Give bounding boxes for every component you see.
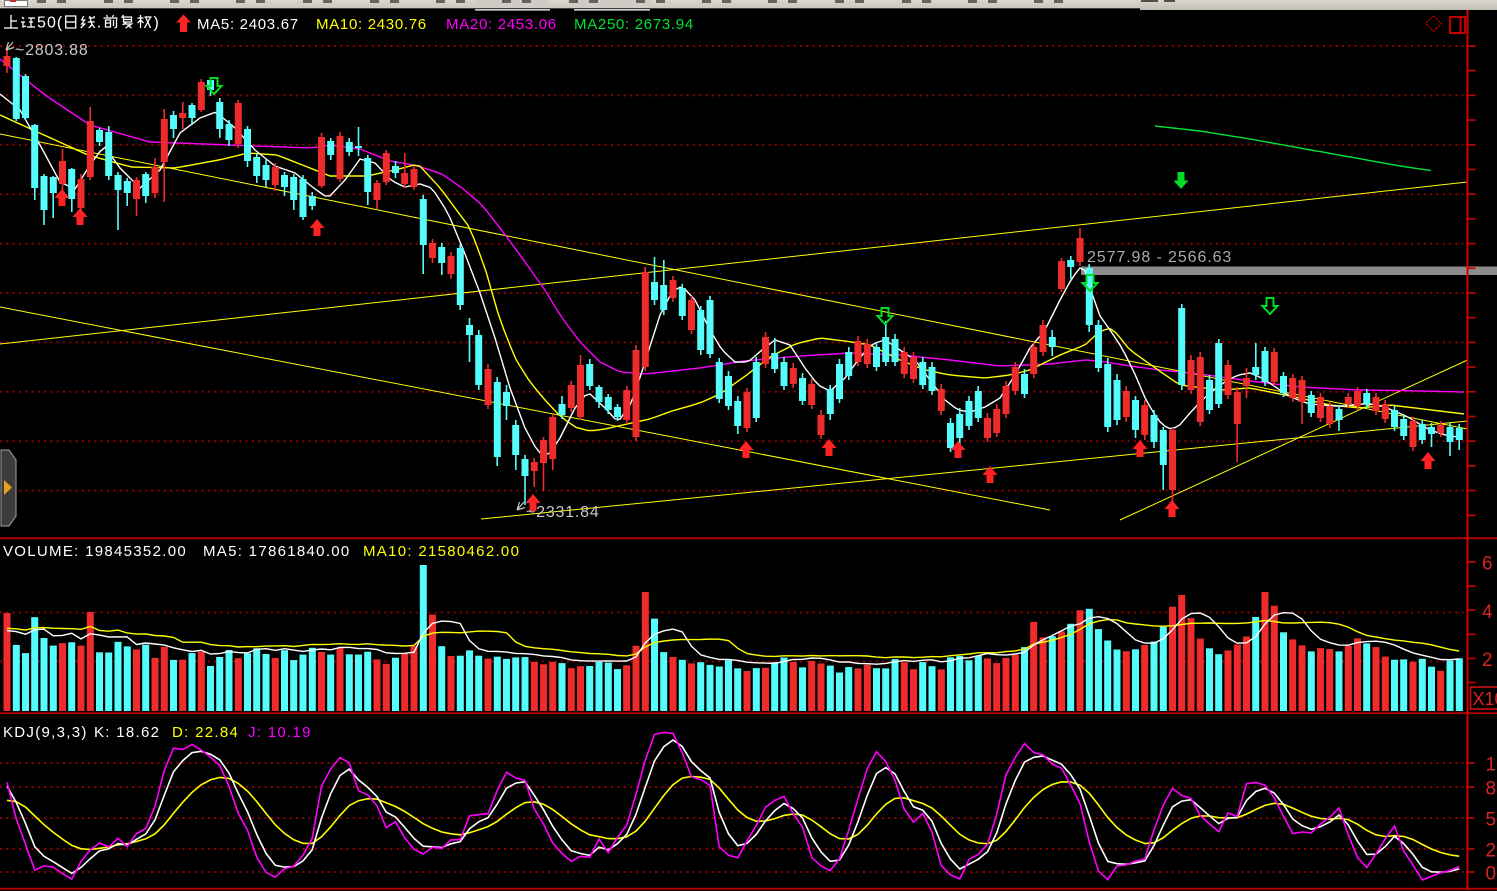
svg-text:0: 0 [47,15,56,32]
svg-text:MA5: 2403.67: MA5: 2403.67 [197,16,299,33]
svg-text:20: 20 [1486,841,1497,862]
svg-text:MA10: 21580462.00: MA10: 21580462.00 [363,543,520,560]
svg-text:(: ( [57,15,63,32]
svg-text:MA250: 2673.94: MA250: 2673.94 [574,16,694,33]
svg-text:): ) [154,15,159,32]
svg-text:50: 50 [1486,810,1497,831]
svg-text:4: 4 [1482,602,1493,623]
svg-text:6: 6 [1482,554,1493,575]
svg-text:.: . [97,15,101,32]
svg-text:2577.98 - 2566.63: 2577.98 - 2566.63 [1087,249,1232,266]
svg-text:MA10: 2430.76: MA10: 2430.76 [316,16,427,33]
svg-text:X10000: X10000 [1473,689,1497,709]
svg-text:VOLUME: 19845352.00: VOLUME: 19845352.00 [3,543,187,560]
svg-text:MA20: 2453.06: MA20: 2453.06 [446,16,557,33]
svg-text:5: 5 [37,15,46,32]
svg-text:2: 2 [1482,650,1493,671]
svg-text:~2331.84: ~2331.84 [526,504,600,521]
svg-text:K: 18.62: K: 18.62 [94,724,160,741]
svg-text:J: 10.19: J: 10.19 [248,724,312,741]
svg-text:D: 22.84: D: 22.84 [172,724,239,741]
svg-text:0: 0 [1486,864,1497,885]
svg-text:KDJ(9,3,3): KDJ(9,3,3) [3,724,88,741]
svg-text:~2803.88: ~2803.88 [15,42,89,59]
svg-text:100: 100 [1486,755,1497,776]
svg-text:MA5: 17861840.00: MA5: 17861840.00 [203,543,351,560]
svg-text:80: 80 [1486,779,1497,800]
